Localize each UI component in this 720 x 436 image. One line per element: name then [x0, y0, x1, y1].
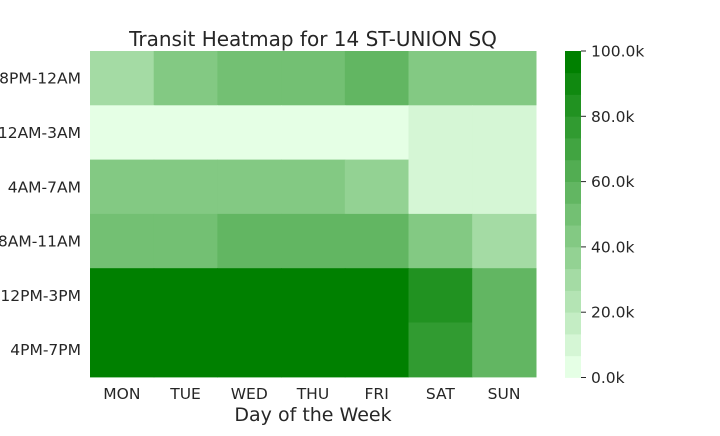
colorbar-tick-label: 20.0k — [591, 304, 635, 322]
heatmap-cell-8am-11am-tue — [153, 213, 218, 269]
heatmap-cell-8pm-12am-mon — [90, 51, 155, 106]
row-label: 8AM-11AM — [0, 233, 81, 251]
row-label: 12PM-3PM — [0, 287, 81, 305]
colorbar-segment — [565, 333, 581, 357]
heatmap-cell-8am-11am-mon — [90, 213, 155, 269]
column-label: SAT — [426, 385, 456, 403]
colorbar-segment — [565, 203, 581, 226]
heatmap-cell-4am-7am-sun — [472, 159, 537, 215]
heatmap-cells — [90, 51, 537, 378]
colorbar-segment — [565, 72, 581, 95]
heatmap-cell-4pm-7pm-mon — [90, 322, 155, 378]
colorbar-segment — [565, 51, 581, 74]
row-label: 4PM-7PM — [10, 341, 81, 359]
column-label: THU — [296, 385, 329, 403]
colorbar-segment — [565, 312, 581, 335]
chart-title: Transit Heatmap for 14 ST-UNION SQ — [128, 27, 497, 51]
heatmap-cell-12am-3am-thu — [281, 105, 346, 161]
heatmap-cell-12am-3am-tue — [153, 105, 218, 161]
row-label: 4AM-7AM — [8, 178, 81, 196]
heatmap-cell-8am-11am-sun — [472, 213, 537, 269]
heatmap-cell-4am-7am-mon — [90, 159, 155, 215]
heatmap-cell-4am-7am-fri — [344, 159, 410, 215]
heatmap-cell-8pm-12am-wed — [217, 51, 282, 106]
heatmap-cell-8am-11am-fri — [344, 213, 410, 269]
colorbar-tick-label: 0.0k — [591, 369, 625, 387]
heatmap-cell-12pm-3pm-tue — [153, 268, 218, 324]
heatmap-cell-4am-7am-wed — [217, 159, 282, 215]
heatmap-cell-12am-3am-sat — [408, 105, 473, 161]
colorbar-tick-label: 100.0k — [591, 43, 644, 61]
heatmap-cell-4pm-7pm-tue — [153, 322, 218, 378]
heatmap-cell-12pm-3pm-mon — [90, 268, 155, 324]
heatmap-cell-4am-7am-sat — [408, 159, 473, 215]
heatmap-cell-12am-3am-wed — [217, 105, 282, 161]
column-label: WED — [231, 385, 268, 403]
colorbar-segment — [565, 94, 581, 117]
heatmap-cell-4pm-7pm-thu — [281, 322, 346, 378]
colorbar-segment — [565, 138, 581, 161]
column-label: SUN — [488, 385, 521, 403]
heatmap-cell-12pm-3pm-thu — [281, 268, 346, 324]
heatmap-cell-12pm-3pm-wed — [217, 268, 282, 324]
heatmap-cell-8am-11am-wed — [217, 213, 282, 269]
colorbar-segment — [565, 246, 581, 270]
column-label: MON — [103, 385, 140, 403]
colorbar-segment — [565, 268, 581, 291]
heatmap-cell-8pm-12am-sun — [472, 51, 537, 106]
heatmap-cell-12pm-3pm-sat — [408, 268, 473, 324]
row-label: 8PM-12AM — [0, 70, 81, 88]
colorbar-segment — [565, 290, 581, 313]
colorbar-segment — [565, 355, 581, 378]
heatmap-cell-4pm-7pm-fri — [344, 322, 410, 378]
heatmap-cell-8am-11am-sat — [408, 213, 473, 269]
x-axis-label: Day of the Week — [234, 404, 391, 426]
heatmap-cell-4pm-7pm-wed — [217, 322, 282, 378]
heatmap-cell-12am-3am-fri — [344, 105, 410, 161]
heatmap-cell-4am-7am-thu — [281, 159, 346, 215]
colorbar-ticks: 0.0k 20.0k 40.0k 60.0k 80.0k 100.0k — [581, 43, 644, 387]
heatmap-cell-12pm-3pm-sun — [472, 268, 537, 324]
heatmap-cell-4am-7am-tue — [153, 159, 218, 215]
heatmap-cell-8pm-12am-tue — [153, 51, 218, 106]
heatmap-cell-8pm-12am-fri — [344, 51, 410, 106]
heatmap-cell-8am-11am-thu — [281, 213, 346, 269]
colorbar-segment — [565, 159, 581, 182]
colorbar-tick-label: 60.0k — [591, 173, 635, 191]
column-label: TUE — [169, 385, 201, 403]
colorbar-segment — [565, 181, 581, 204]
colorbar-tick-label: 80.0k — [591, 108, 635, 126]
heatmap-cell-8pm-12am-sat — [408, 51, 473, 106]
column-label: FRI — [365, 385, 389, 403]
column-labels: MON TUE WED THU FRI SAT SUN — [103, 385, 520, 403]
row-labels: 8PM-12AM 12AM-3AM 4AM-7AM 8AM-11AM 12PM-3PM 4… — [0, 70, 81, 359]
heatmap-cell-12am-3am-mon — [90, 105, 155, 161]
heatmap-cell-4pm-7pm-sun — [472, 322, 537, 378]
heatmap-cell-8pm-12am-thu — [281, 51, 346, 106]
heatmap-cell-4pm-7pm-sat — [408, 322, 473, 378]
colorbar-segment — [565, 225, 581, 248]
colorbar-tick-label: 40.0k — [591, 238, 635, 256]
heatmap-cell-12pm-3pm-fri — [344, 268, 410, 324]
heatmap-cell-12am-3am-sun — [472, 105, 537, 161]
colorbar — [565, 51, 581, 378]
colorbar-segment — [565, 116, 581, 139]
row-label: 12AM-3AM — [0, 124, 81, 142]
